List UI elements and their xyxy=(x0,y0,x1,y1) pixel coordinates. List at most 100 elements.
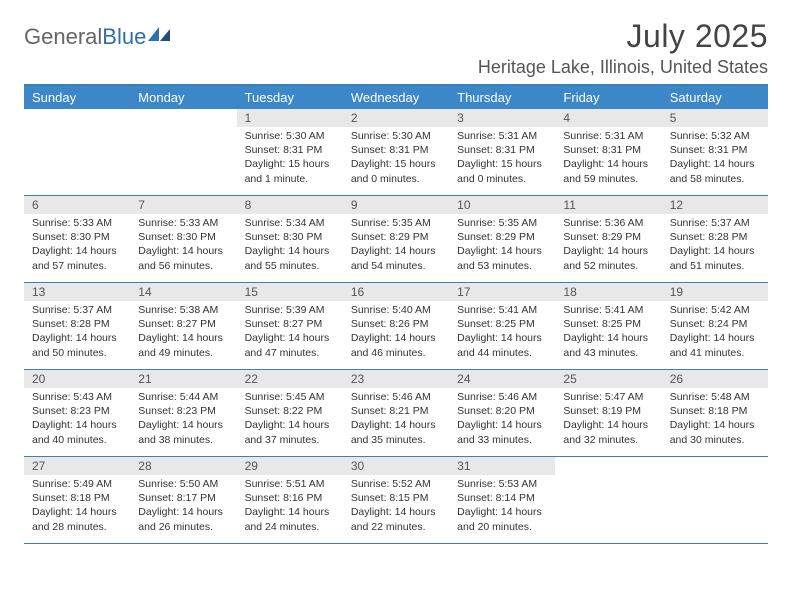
cell-line: Daylight: 14 hours and 55 minutes. xyxy=(245,244,335,272)
cell-day-number: 5 xyxy=(662,109,768,127)
cell-line: Sunset: 8:25 PM xyxy=(563,317,653,331)
cell-day-number: 9 xyxy=(343,196,449,214)
calendar-cell xyxy=(24,109,130,195)
cell-line: Sunset: 8:29 PM xyxy=(351,230,441,244)
cell-body: Sunrise: 5:49 AMSunset: 8:18 PMDaylight:… xyxy=(24,475,130,538)
cell-line: Sunrise: 5:33 AM xyxy=(32,216,122,230)
calendar: SundayMondayTuesdayWednesdayThursdayFrid… xyxy=(24,84,768,544)
cell-day-number: 31 xyxy=(449,457,555,475)
calendar-cell: 27Sunrise: 5:49 AMSunset: 8:18 PMDayligh… xyxy=(24,457,130,543)
cell-body xyxy=(130,113,236,119)
cell-day-number: 28 xyxy=(130,457,236,475)
cell-body: Sunrise: 5:37 AMSunset: 8:28 PMDaylight:… xyxy=(24,301,130,364)
cell-line: Sunset: 8:18 PM xyxy=(32,491,122,505)
cell-line: Sunrise: 5:41 AM xyxy=(563,303,653,317)
cell-line: Daylight: 14 hours and 44 minutes. xyxy=(457,331,547,359)
calendar-cell: 17Sunrise: 5:41 AMSunset: 8:25 PMDayligh… xyxy=(449,283,555,369)
cell-body: Sunrise: 5:39 AMSunset: 8:27 PMDaylight:… xyxy=(237,301,343,364)
calendar-cell: 12Sunrise: 5:37 AMSunset: 8:28 PMDayligh… xyxy=(662,196,768,282)
cell-line: Sunset: 8:29 PM xyxy=(563,230,653,244)
cell-line: Sunset: 8:18 PM xyxy=(670,404,760,418)
cell-body: Sunrise: 5:37 AMSunset: 8:28 PMDaylight:… xyxy=(662,214,768,277)
calendar-cell: 18Sunrise: 5:41 AMSunset: 8:25 PMDayligh… xyxy=(555,283,661,369)
cell-line: Daylight: 14 hours and 54 minutes. xyxy=(351,244,441,272)
cell-line: Sunrise: 5:37 AM xyxy=(670,216,760,230)
cell-line: Sunset: 8:31 PM xyxy=(563,143,653,157)
cell-day-number: 30 xyxy=(343,457,449,475)
cell-line: Sunset: 8:26 PM xyxy=(351,317,441,331)
cell-line: Sunrise: 5:46 AM xyxy=(457,390,547,404)
calendar-cell: 2Sunrise: 5:30 AMSunset: 8:31 PMDaylight… xyxy=(343,109,449,195)
cell-line: Sunrise: 5:35 AM xyxy=(457,216,547,230)
cell-line: Daylight: 14 hours and 41 minutes. xyxy=(670,331,760,359)
logo: GeneralBlue xyxy=(24,18,170,50)
cell-line: Sunrise: 5:34 AM xyxy=(245,216,335,230)
cell-line: Sunrise: 5:36 AM xyxy=(563,216,653,230)
day-header: Wednesday xyxy=(343,86,449,109)
cell-body xyxy=(662,461,768,467)
cell-line: Sunrise: 5:30 AM xyxy=(351,129,441,143)
cell-body: Sunrise: 5:30 AMSunset: 8:31 PMDaylight:… xyxy=(237,127,343,190)
cell-line: Daylight: 14 hours and 53 minutes. xyxy=(457,244,547,272)
cell-line: Daylight: 14 hours and 32 minutes. xyxy=(563,418,653,446)
cell-line: Sunset: 8:29 PM xyxy=(457,230,547,244)
cell-line: Daylight: 14 hours and 35 minutes. xyxy=(351,418,441,446)
cell-day-number: 12 xyxy=(662,196,768,214)
calendar-cell: 11Sunrise: 5:36 AMSunset: 8:29 PMDayligh… xyxy=(555,196,661,282)
cell-line: Sunrise: 5:30 AM xyxy=(245,129,335,143)
cell-day-number: 7 xyxy=(130,196,236,214)
cell-line: Sunrise: 5:49 AM xyxy=(32,477,122,491)
cell-line: Sunset: 8:15 PM xyxy=(351,491,441,505)
day-header: Thursday xyxy=(449,86,555,109)
cell-line: Daylight: 14 hours and 22 minutes. xyxy=(351,505,441,533)
cell-body: Sunrise: 5:46 AMSunset: 8:20 PMDaylight:… xyxy=(449,388,555,451)
cell-day-number: 13 xyxy=(24,283,130,301)
day-header: Saturday xyxy=(662,86,768,109)
cell-line: Sunrise: 5:38 AM xyxy=(138,303,228,317)
cell-day-number: 29 xyxy=(237,457,343,475)
cell-body: Sunrise: 5:50 AMSunset: 8:17 PMDaylight:… xyxy=(130,475,236,538)
cell-line: Daylight: 15 hours and 0 minutes. xyxy=(351,157,441,185)
calendar-cell: 22Sunrise: 5:45 AMSunset: 8:22 PMDayligh… xyxy=(237,370,343,456)
calendar-cell: 20Sunrise: 5:43 AMSunset: 8:23 PMDayligh… xyxy=(24,370,130,456)
cell-line: Sunset: 8:31 PM xyxy=(351,143,441,157)
cell-line: Sunrise: 5:47 AM xyxy=(563,390,653,404)
cell-body: Sunrise: 5:44 AMSunset: 8:23 PMDaylight:… xyxy=(130,388,236,451)
cell-day-number: 24 xyxy=(449,370,555,388)
cell-line: Sunrise: 5:41 AM xyxy=(457,303,547,317)
cell-line: Sunset: 8:31 PM xyxy=(670,143,760,157)
cell-line: Sunrise: 5:33 AM xyxy=(138,216,228,230)
cell-line: Daylight: 14 hours and 59 minutes. xyxy=(563,157,653,185)
cell-line: Daylight: 14 hours and 46 minutes. xyxy=(351,331,441,359)
cell-body: Sunrise: 5:36 AMSunset: 8:29 PMDaylight:… xyxy=(555,214,661,277)
weeks-container: 1Sunrise: 5:30 AMSunset: 8:31 PMDaylight… xyxy=(24,109,768,544)
cell-line: Sunset: 8:21 PM xyxy=(351,404,441,418)
cell-line: Daylight: 14 hours and 51 minutes. xyxy=(670,244,760,272)
cell-day-number: 17 xyxy=(449,283,555,301)
cell-day-number: 25 xyxy=(555,370,661,388)
week-row: 1Sunrise: 5:30 AMSunset: 8:31 PMDaylight… xyxy=(24,109,768,196)
day-header: Sunday xyxy=(24,86,130,109)
cell-body: Sunrise: 5:52 AMSunset: 8:15 PMDaylight:… xyxy=(343,475,449,538)
cell-day-number: 22 xyxy=(237,370,343,388)
logo-text: GeneralBlue xyxy=(24,24,146,50)
cell-body: Sunrise: 5:42 AMSunset: 8:24 PMDaylight:… xyxy=(662,301,768,364)
cell-body: Sunrise: 5:53 AMSunset: 8:14 PMDaylight:… xyxy=(449,475,555,538)
cell-line: Daylight: 14 hours and 52 minutes. xyxy=(563,244,653,272)
cell-line: Daylight: 14 hours and 33 minutes. xyxy=(457,418,547,446)
cell-line: Sunrise: 5:51 AM xyxy=(245,477,335,491)
cell-line: Sunset: 8:19 PM xyxy=(563,404,653,418)
cell-line: Sunset: 8:27 PM xyxy=(245,317,335,331)
cell-body xyxy=(24,113,130,119)
cell-day-number: 16 xyxy=(343,283,449,301)
cell-line: Sunset: 8:31 PM xyxy=(457,143,547,157)
cell-line: Daylight: 14 hours and 43 minutes. xyxy=(563,331,653,359)
calendar-cell: 4Sunrise: 5:31 AMSunset: 8:31 PMDaylight… xyxy=(555,109,661,195)
cell-line: Sunrise: 5:31 AM xyxy=(563,129,653,143)
cell-line: Sunset: 8:20 PM xyxy=(457,404,547,418)
calendar-cell: 3Sunrise: 5:31 AMSunset: 8:31 PMDaylight… xyxy=(449,109,555,195)
calendar-cell: 8Sunrise: 5:34 AMSunset: 8:30 PMDaylight… xyxy=(237,196,343,282)
cell-line: Sunrise: 5:32 AM xyxy=(670,129,760,143)
calendar-cell: 31Sunrise: 5:53 AMSunset: 8:14 PMDayligh… xyxy=(449,457,555,543)
cell-body: Sunrise: 5:41 AMSunset: 8:25 PMDaylight:… xyxy=(555,301,661,364)
